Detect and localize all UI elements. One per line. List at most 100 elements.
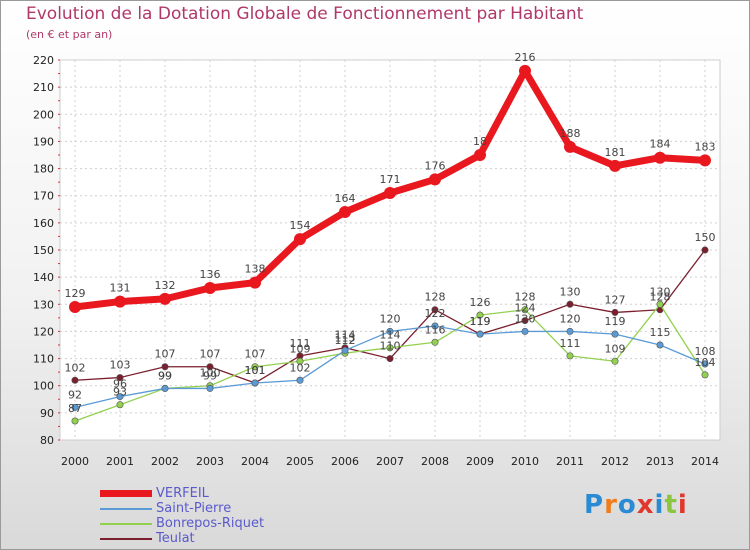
data-label: 216 [515,51,536,64]
logo-letter: P [584,490,605,520]
legend: VERFEIL Saint-Pierre Bonrepos-Riquet Teulat [100,486,264,546]
y-axis: 80 90 100 110 120 130 140 150 160 170 180 190 200 210… [33,54,60,447]
data-label: 92 [68,388,82,401]
legend-label: Teulat [156,531,195,546]
data-label: 99 [158,369,172,382]
data-label: 120 [380,312,401,325]
y-tick-label: 80 [40,434,54,447]
data-label: 93 [113,386,127,399]
data-label: 181 [605,146,626,159]
data-point [386,344,394,352]
legend-item: Bonrepos-Riquet [100,516,264,531]
x-tick-label: 2010 [511,455,539,468]
x-tick-label: 2003 [196,455,224,468]
legend-swatch [100,537,152,540]
data-label: 120 [560,312,581,325]
y-tick-label: 210 [33,81,54,94]
data-label: 111 [560,337,581,350]
data-point [161,384,169,392]
y-tick-label: 190 [33,135,54,148]
x-tick-label: 2014 [691,455,719,468]
data-point [114,295,126,308]
legend-item: Teulat [100,531,264,546]
data-point [701,371,709,379]
chart-title: Evolution de la Dotation Globale de Fonc… [26,4,584,24]
x-tick-label: 2006 [331,455,359,468]
x-tick-label: 2013 [646,455,674,468]
data-point [701,360,709,368]
data-label: 122 [425,307,446,320]
data-point [116,401,124,409]
data-point [116,393,124,401]
proxiti-logo: Proxiti [584,490,688,520]
data-point [384,187,396,199]
data-label: 119 [605,315,626,328]
data-point [474,149,486,161]
x-tick-label: 2005 [286,455,314,468]
data-point [204,282,216,294]
data-label: 183 [695,140,716,153]
data-label: 115 [650,326,671,339]
data-point [294,233,306,246]
data-point [206,363,214,371]
data-point [656,300,664,308]
data-point [611,308,619,316]
data-label: 109 [290,342,311,355]
data-label: 116 [425,323,446,336]
data-point [476,330,484,338]
data-label: 131 [110,282,131,295]
data-label: 128 [650,291,671,304]
data-label: 128 [515,291,536,304]
data-label: 99 [158,369,172,382]
data-label: 110 [380,340,401,353]
data-point [296,357,304,365]
x-tick-label: 2000 [61,455,89,468]
legend-swatch [100,490,152,497]
data-label: 108 [695,345,716,358]
data-label: 171 [380,173,401,186]
legend-label: Saint-Pierre [156,501,232,516]
y-tick-label: 200 [33,108,54,121]
x-axis: 2000 2001 2002 2003 2004 2005 2006 2007 2008 2009… [61,455,719,468]
data-point [161,363,169,371]
data-label: 102 [290,361,311,374]
data-point [566,352,574,360]
logo-letter: i [654,490,665,520]
x-tick-label: 2004 [241,455,269,468]
data-point [386,355,394,363]
data-label: 87 [68,402,82,415]
y-tick-label: 100 [33,380,54,393]
data-label: 136 [200,268,221,281]
data-label: 130 [560,285,581,298]
data-label: 114 [380,329,401,342]
data-point [251,363,259,371]
legend-item: VERFEIL [100,486,264,501]
data-point [206,384,214,392]
data-point [71,417,79,425]
logo-letter: o [617,490,637,520]
y-tick-label: 110 [33,353,54,366]
data-label: 124 [515,302,536,315]
data-point [116,374,124,382]
logo-letter: i [677,490,688,520]
data-point [701,246,709,254]
data-label: 132 [155,279,176,292]
data-label: 107 [245,348,266,361]
data-label: 119 [470,315,491,328]
data-label: 99 [203,369,217,382]
data-label: 150 [695,231,716,244]
y-tick-label: 130 [33,298,54,311]
data-label: 18 [473,135,487,148]
legend-swatch [100,522,152,525]
data-point [699,154,711,167]
data-point [339,206,351,218]
data-point [564,140,576,153]
legend-item: Saint-Pierre [100,501,264,516]
data-label: 176 [425,159,446,172]
x-tick-label: 2012 [601,455,629,468]
logo-letter: r [604,490,618,520]
data-point [71,403,79,411]
legend-swatch [100,507,152,510]
